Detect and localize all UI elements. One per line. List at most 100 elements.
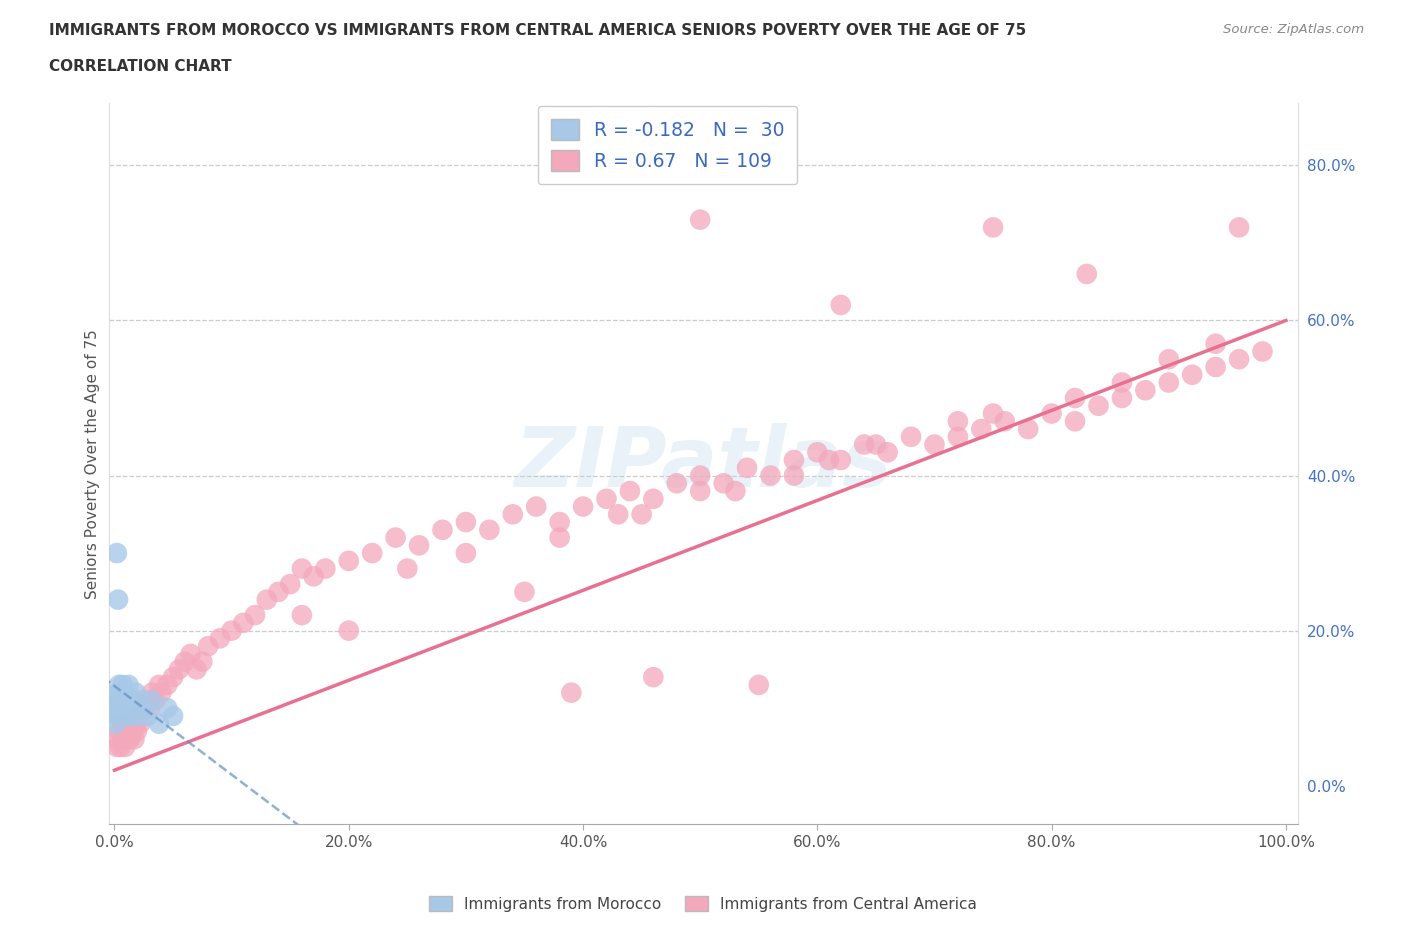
Point xyxy=(830,298,852,312)
Point xyxy=(108,693,131,708)
Point xyxy=(110,739,132,754)
Point xyxy=(981,406,1004,421)
Point xyxy=(129,716,152,731)
Point xyxy=(643,491,665,506)
Point xyxy=(114,709,136,724)
Point xyxy=(865,437,887,452)
Point xyxy=(1111,391,1133,405)
Point xyxy=(136,709,159,724)
Point xyxy=(1111,375,1133,390)
Point xyxy=(167,662,190,677)
Point xyxy=(115,716,138,731)
Point xyxy=(112,724,135,738)
Point xyxy=(117,724,139,738)
Point xyxy=(1251,344,1274,359)
Point xyxy=(107,685,129,700)
Point xyxy=(145,693,167,708)
Point xyxy=(454,514,477,529)
Point xyxy=(132,700,155,715)
Point xyxy=(384,530,406,545)
Point xyxy=(156,677,179,692)
Point xyxy=(1087,398,1109,413)
Point xyxy=(291,561,314,576)
Legend: Immigrants from Morocco, Immigrants from Central America: Immigrants from Morocco, Immigrants from… xyxy=(423,889,983,918)
Point xyxy=(107,700,129,715)
Point xyxy=(105,709,128,724)
Point xyxy=(105,546,128,561)
Point xyxy=(665,476,688,491)
Point xyxy=(994,414,1017,429)
Point xyxy=(150,685,173,700)
Point xyxy=(105,739,128,754)
Point xyxy=(197,639,219,654)
Point xyxy=(136,693,159,708)
Point xyxy=(125,724,148,738)
Point xyxy=(127,709,149,724)
Point xyxy=(900,430,922,445)
Point xyxy=(124,716,146,731)
Point xyxy=(970,421,993,436)
Point xyxy=(173,654,195,669)
Point xyxy=(818,453,841,468)
Point xyxy=(112,685,135,700)
Point xyxy=(806,445,828,459)
Point xyxy=(302,569,325,584)
Point xyxy=(513,584,536,599)
Point xyxy=(724,484,747,498)
Point xyxy=(1227,352,1250,366)
Point xyxy=(105,693,128,708)
Point xyxy=(337,623,360,638)
Point xyxy=(162,670,184,684)
Legend: R = -0.182   N =  30, R = 0.67   N = 109: R = -0.182 N = 30, R = 0.67 N = 109 xyxy=(537,105,797,184)
Point xyxy=(124,732,146,747)
Point xyxy=(138,700,160,715)
Point xyxy=(607,507,630,522)
Point xyxy=(524,499,547,514)
Point xyxy=(221,623,243,638)
Point xyxy=(713,476,735,491)
Point xyxy=(110,693,132,708)
Point xyxy=(148,677,170,692)
Point xyxy=(783,453,806,468)
Point xyxy=(946,414,969,429)
Point xyxy=(110,700,132,715)
Point xyxy=(108,677,131,692)
Point xyxy=(180,646,202,661)
Point xyxy=(946,430,969,445)
Point xyxy=(111,677,134,692)
Point xyxy=(1064,391,1087,405)
Point xyxy=(1135,383,1157,398)
Point xyxy=(1205,360,1227,375)
Point xyxy=(104,716,127,731)
Point xyxy=(337,553,360,568)
Point xyxy=(1227,220,1250,235)
Point xyxy=(243,607,266,622)
Point xyxy=(232,616,254,631)
Point xyxy=(122,724,145,738)
Point xyxy=(408,538,430,552)
Point xyxy=(111,732,134,747)
Point xyxy=(595,491,617,506)
Point xyxy=(256,592,278,607)
Point xyxy=(115,693,138,708)
Point xyxy=(162,709,184,724)
Point xyxy=(876,445,898,459)
Point xyxy=(208,631,231,645)
Point xyxy=(120,724,142,738)
Point xyxy=(689,468,711,483)
Point xyxy=(191,654,214,669)
Point xyxy=(1157,352,1180,366)
Text: CORRELATION CHART: CORRELATION CHART xyxy=(49,59,232,73)
Point xyxy=(1205,337,1227,352)
Point xyxy=(141,685,163,700)
Y-axis label: Seniors Poverty Over the Age of 75: Seniors Poverty Over the Age of 75 xyxy=(86,329,100,599)
Point xyxy=(643,670,665,684)
Point xyxy=(830,453,852,468)
Point xyxy=(630,507,652,522)
Point xyxy=(1064,414,1087,429)
Point xyxy=(619,484,641,498)
Point xyxy=(548,530,571,545)
Point xyxy=(110,709,132,724)
Point xyxy=(748,677,770,692)
Point xyxy=(118,709,141,724)
